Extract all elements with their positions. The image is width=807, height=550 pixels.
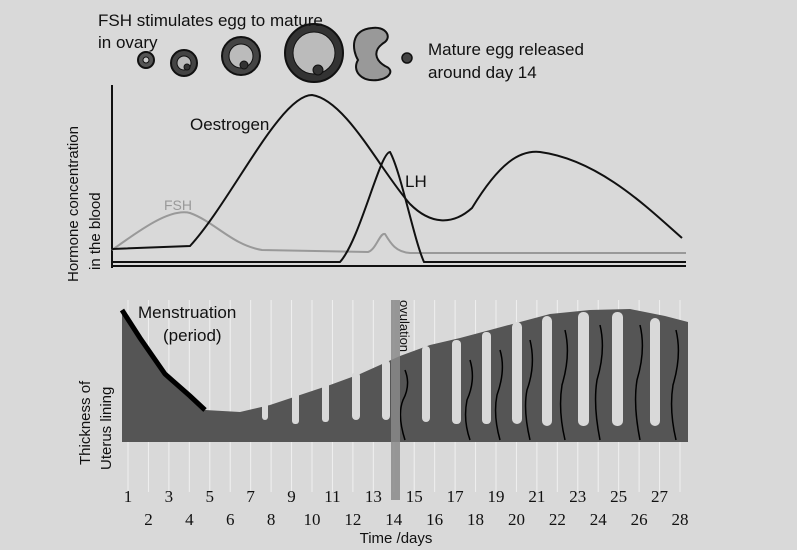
y-label: in the blood <box>87 192 104 270</box>
day-label: 25 <box>610 487 627 506</box>
diagram: FSH stimulates egg to mature in ovary Ma… <box>0 0 807 550</box>
day-label: 21 <box>528 487 545 506</box>
day-label: 20 <box>508 510 525 529</box>
day-label: 7 <box>246 487 255 506</box>
y-label: Uterus lining <box>98 387 115 470</box>
day-label: 18 <box>467 510 484 529</box>
day-label: 27 <box>651 487 669 506</box>
day-label: 5 <box>206 487 215 506</box>
day-label: 14 <box>385 510 403 529</box>
curve-label: FSH <box>164 197 192 213</box>
release-caption: Mature egg released <box>428 40 584 59</box>
release-caption: around day 14 <box>428 63 537 82</box>
day-label: 9 <box>287 487 296 506</box>
day-label: 26 <box>631 510 648 529</box>
day-label: 24 <box>590 510 608 529</box>
x-label: Time /days <box>360 530 433 547</box>
day-label: 16 <box>426 510 443 529</box>
day-label: 12 <box>344 510 361 529</box>
day-label: 28 <box>672 510 689 529</box>
y-label: Thickness of <box>77 380 94 465</box>
curve-label: Oestrogen <box>190 115 269 134</box>
day-label: 22 <box>549 510 566 529</box>
curve-label: LH <box>405 172 427 191</box>
day-label: 11 <box>324 487 340 506</box>
day-label: 19 <box>488 487 505 506</box>
day-label: 4 <box>185 510 194 529</box>
day-label: 6 <box>226 510 235 529</box>
day-label: 13 <box>365 487 382 506</box>
day-label: 15 <box>406 487 423 506</box>
egg-caption: in ovary <box>98 33 158 52</box>
ovulation-label: ovulation <box>397 300 412 352</box>
menstruation-label: Menstruation <box>138 303 236 322</box>
day-label: 10 <box>304 510 321 529</box>
day-label: 3 <box>165 487 174 506</box>
day-label: 8 <box>267 510 276 529</box>
y-label: Hormone concentration <box>65 126 82 282</box>
day-label: 2 <box>144 510 153 529</box>
day-label: 23 <box>569 487 586 506</box>
day-label: 17 <box>447 487 465 506</box>
menstruation-label: (period) <box>163 326 222 345</box>
egg-caption: FSH stimulates egg to mature <box>98 11 323 30</box>
day-label: 1 <box>124 487 133 506</box>
